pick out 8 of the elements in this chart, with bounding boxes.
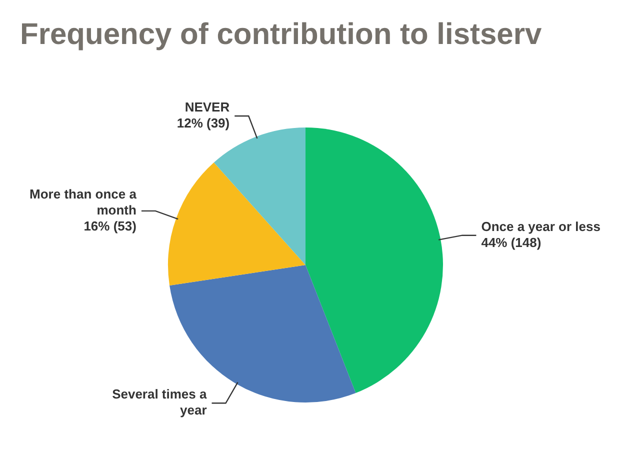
chart-title: Frequency of contribution to listserv [19,17,543,53]
data-label: 12% (39) [176,116,230,131]
data-label: 44% (148) [481,234,542,250]
data-label: 16% (53) [84,218,136,234]
slice-label: Once a year or less [481,218,600,234]
slice-label: NEVER [184,100,230,115]
slice-label: Several times a year [112,386,208,418]
slice-label: More than once a month [30,186,138,218]
